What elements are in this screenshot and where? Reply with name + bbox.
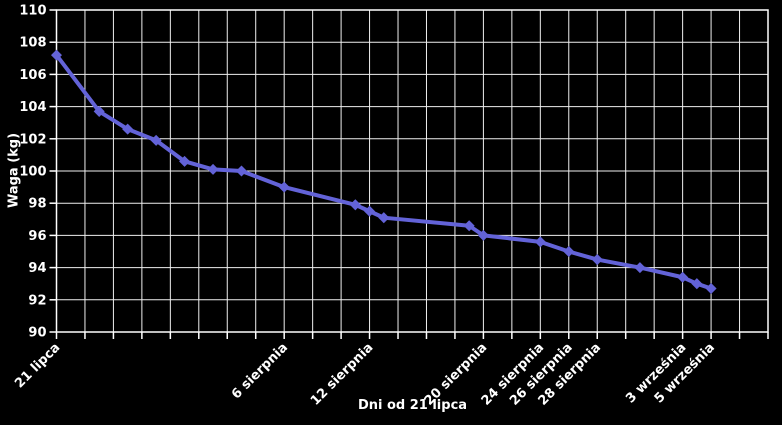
y-axis-title: Waga (kg) — [6, 132, 22, 209]
y-tick-label: 104 — [19, 100, 46, 115]
y-tick-label: 100 — [19, 165, 46, 180]
x-axis-title: Dni od 21 lipca — [357, 398, 468, 413]
data-point-marker — [93, 105, 105, 117]
data-point-marker — [705, 283, 717, 295]
data-point-marker — [691, 278, 703, 290]
y-tick-label: 98 — [28, 197, 46, 212]
y-tick-label: 92 — [28, 293, 46, 308]
data-point-marker — [534, 236, 546, 248]
y-tick-label: 108 — [19, 36, 46, 51]
plot-border — [55, 9, 769, 333]
y-tick-label: 106 — [19, 68, 46, 83]
data-point-marker — [634, 262, 646, 274]
weight-series-line — [54, 53, 714, 291]
y-tick-label: 102 — [19, 132, 46, 147]
data-point-marker — [563, 245, 575, 258]
data-point-marker — [677, 271, 689, 283]
y-tick-label: 110 — [19, 4, 46, 19]
y-tick-label: 96 — [28, 229, 46, 244]
data-point-marker — [591, 254, 603, 266]
y-tick-label: 90 — [28, 326, 46, 341]
y-tick-label: 94 — [28, 261, 46, 276]
